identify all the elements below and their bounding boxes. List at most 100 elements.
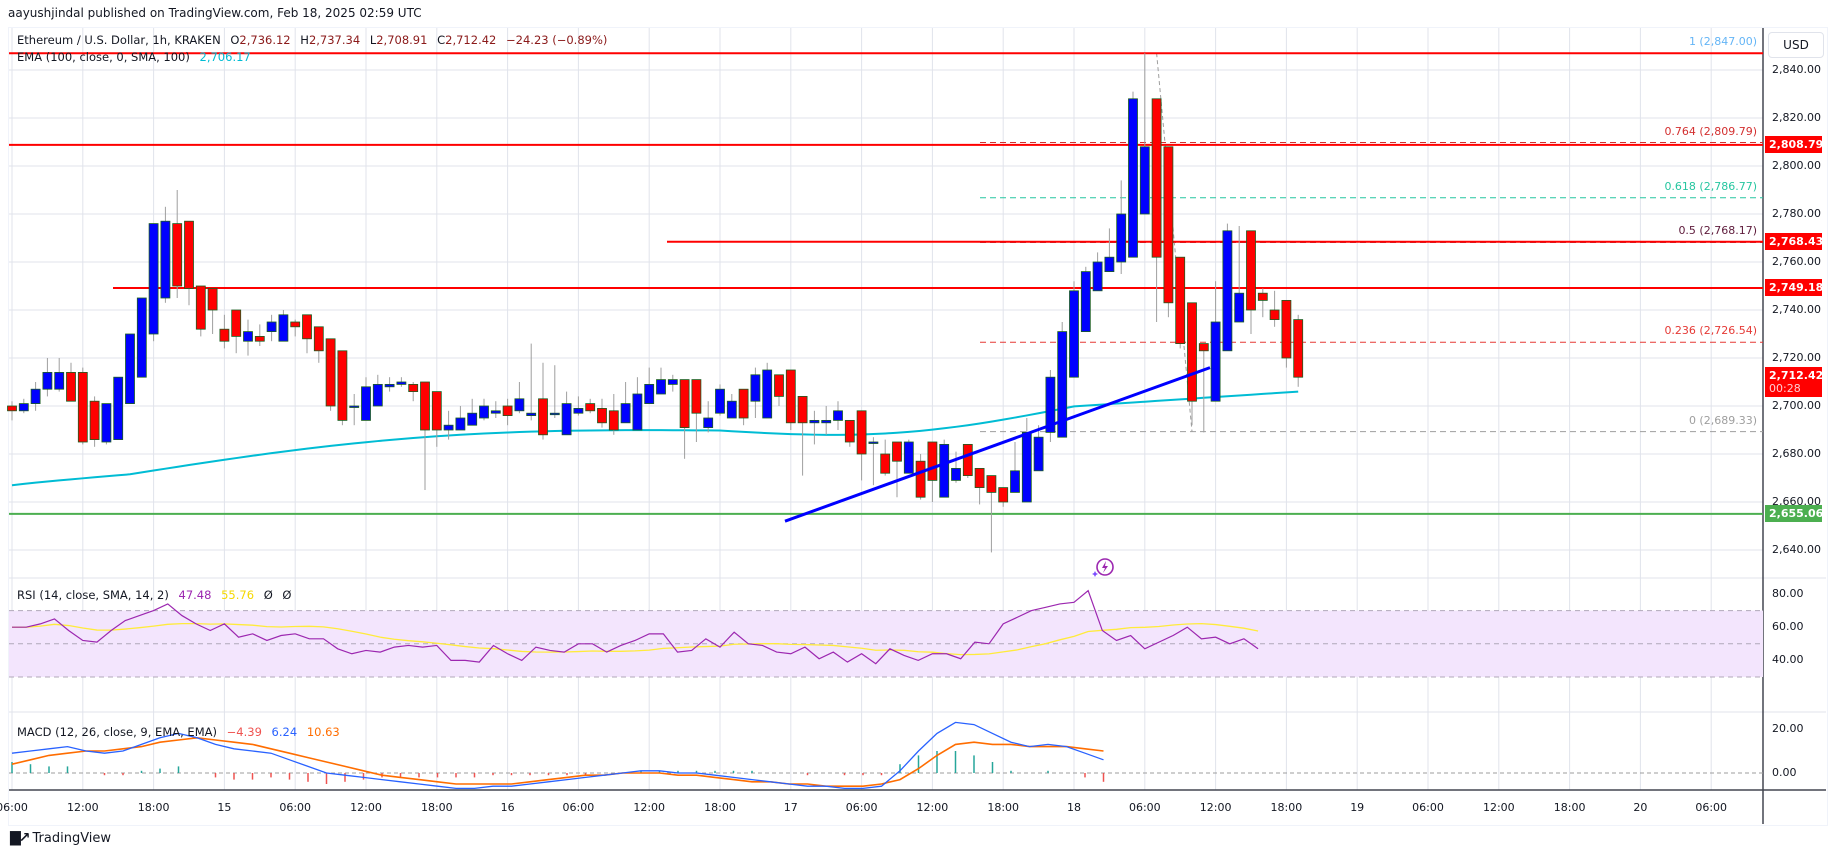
rsi-axis-tick: 80.00 [1772, 587, 1804, 600]
close-value: 2,712.42 [445, 33, 497, 47]
price-axis-tick: 2,700.00 [1772, 399, 1821, 412]
bull-candle [573, 407, 584, 414]
macd-signal-value: 10.63 [306, 725, 340, 739]
time-axis-label: 18 [1067, 801, 1081, 814]
bear-candle [254, 335, 265, 342]
price-axis-tick: 2,680.00 [1772, 447, 1821, 460]
bear-candle [774, 374, 784, 397]
price-tag: 2,808.79 [1765, 135, 1823, 153]
bull-candle [939, 443, 950, 498]
macd-legend[interactable]: MACD (12, 26, close, 9, EMA, EMA) −4.39 … [17, 725, 346, 739]
bear-candle [184, 220, 194, 289]
fib-level-label: 1 (2,847.00) [1688, 35, 1757, 49]
bear-candle [231, 309, 242, 337]
bear-candle [797, 395, 808, 424]
time-axis-label: 18:00 [704, 801, 736, 814]
bull-candle [951, 467, 961, 481]
bull-candle [349, 405, 360, 408]
currency-button[interactable]: USD [1768, 32, 1824, 58]
bull-candle [561, 403, 572, 436]
macd-line [11, 721, 1104, 790]
time-axis-label: 12:00 [350, 801, 382, 814]
tradingview-mark-icon: ▇↗ [10, 830, 30, 846]
bull-candle [833, 410, 843, 421]
bull-candle [1080, 271, 1091, 333]
chart-frame[interactable] [8, 27, 1828, 826]
bear-candle [219, 328, 230, 342]
bear-candle [608, 410, 619, 431]
bull-candle [656, 379, 666, 395]
time-axis-label: 12:00 [1199, 801, 1232, 814]
bear-candle [1246, 230, 1256, 311]
fib-level-label: 0.764 (2,809.79) [1664, 124, 1757, 138]
ema-line [11, 390, 1299, 487]
ascending-trendline[interactable] [784, 366, 1211, 523]
bear-candle [290, 321, 301, 328]
time-axis-label: 18:00 [137, 801, 170, 814]
price-axis-tick: 2,780.00 [1772, 207, 1821, 220]
tradingview-logo[interactable]: ▇↗ TradingView [10, 830, 111, 846]
ema-legend[interactable]: EMA (100, close, 0, SMA, 100) 2,706.17 [17, 50, 257, 64]
bear-candle [1175, 256, 1186, 345]
bear-candle [538, 398, 548, 436]
bull-candle [160, 220, 171, 299]
rsi-legend[interactable]: RSI (14, close, SMA, 14, 2) 47.48 55.76 … [17, 588, 297, 602]
bear-candle [844, 419, 855, 443]
macd-axis-tick: 20.00 [1772, 722, 1804, 735]
bull-candle [715, 388, 725, 414]
bull-candle [809, 419, 820, 424]
bear-candle [597, 407, 607, 424]
bear-candle [1151, 98, 1162, 258]
time-axis-label: 12:00 [633, 801, 666, 814]
bear-candle [856, 410, 867, 455]
bear-candle [679, 379, 690, 429]
price-axis-tick: 2,640.00 [1772, 543, 1821, 556]
bear-candle [7, 405, 17, 412]
bull-candle [632, 393, 643, 431]
bull-candle [384, 383, 395, 388]
bull-candle [1139, 146, 1150, 215]
bull-candle [125, 333, 135, 404]
bear-candle [785, 369, 796, 424]
bull-candle [1104, 256, 1115, 273]
time-axis-label: 06:00 [0, 801, 28, 814]
bull-candle [455, 417, 466, 431]
low-value: 2,708.91 [376, 33, 428, 47]
publisher-line: aayushjindal published on TradingView.co… [8, 6, 422, 20]
price-axis-tick: 2,800.00 [1772, 159, 1821, 172]
rsi-extra-1: Ø [263, 588, 273, 602]
bull-candle [479, 405, 489, 419]
bull-candle [443, 424, 454, 431]
symbol-title[interactable]: Ethereum / U.S. Dollar, 1h, KRAKEN [17, 33, 221, 47]
bull-candle [526, 412, 537, 417]
price-axis-tick: 2,660.00 [1772, 495, 1821, 508]
bear-candle [313, 326, 324, 352]
rsi-axis-tick: 60.00 [1772, 620, 1804, 634]
bear-candle [1198, 343, 1209, 352]
fib-level-label: 0.5 (2,768.17) [1678, 224, 1757, 238]
time-axis-label: 15 [217, 801, 232, 814]
bull-candle [42, 371, 53, 390]
time-axis-label: 12:00 [1482, 801, 1515, 814]
time-axis-label: 06:00 [1412, 801, 1444, 814]
open-value: 2,736.12 [239, 33, 291, 47]
low-label: L [369, 33, 377, 47]
bear-candle [431, 391, 442, 431]
bear-candle [1257, 292, 1268, 301]
bear-candle [1269, 309, 1280, 321]
lightning-icon[interactable] [1090, 556, 1116, 580]
bear-candle [408, 383, 419, 392]
bear-candle [1293, 319, 1304, 378]
close-label: C [437, 33, 446, 47]
time-axis-label: 18:00 [420, 801, 453, 814]
rsi-axis-tick: 40.00 [1772, 653, 1804, 667]
price-axis-tick: 2,720.00 [1772, 351, 1821, 364]
bull-candle [868, 441, 879, 444]
bull-candle [101, 403, 112, 443]
bull-candle [54, 371, 65, 390]
time-axis-label: 12:00 [66, 801, 99, 814]
time-axis-label: 06:00 [279, 801, 312, 814]
bear-candle [585, 403, 596, 412]
bear-candle [302, 314, 312, 340]
